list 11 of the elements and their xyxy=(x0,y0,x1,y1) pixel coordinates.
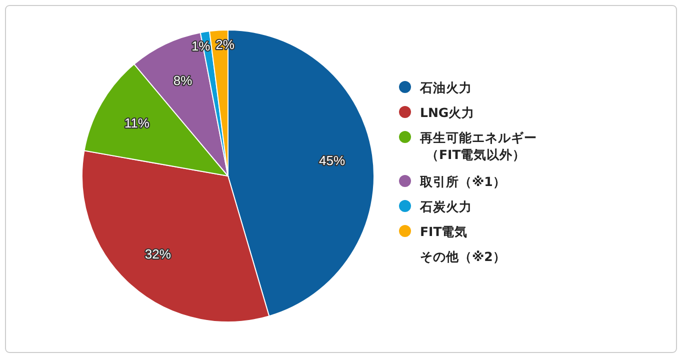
legend-label: LNG火力 xyxy=(420,105,475,120)
data-label: 32% xyxy=(144,246,172,262)
legend-label: FIT電気 xyxy=(420,224,468,239)
data-label: 45% xyxy=(319,153,346,168)
legend-label: 石油火力 xyxy=(419,80,472,95)
data-label: 8% xyxy=(173,73,193,88)
category-label: その他（※2） xyxy=(420,249,506,264)
legend-label: 取引所（※1） xyxy=(419,174,506,189)
legend-label: 石炭火力 xyxy=(419,199,472,214)
data-label: 11% xyxy=(124,115,150,130)
legend-label: 再生可能エネルギー（FIT電気以外） xyxy=(419,130,537,162)
